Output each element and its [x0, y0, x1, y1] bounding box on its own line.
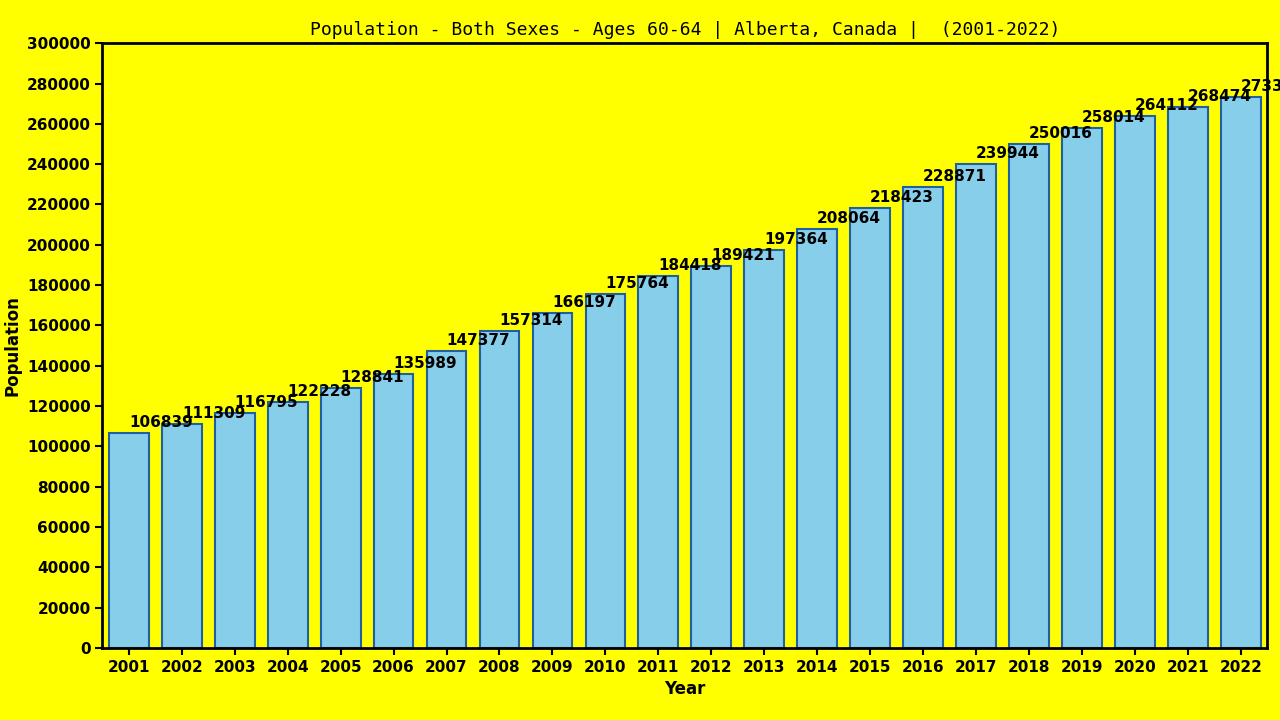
- Bar: [850, 207, 890, 648]
- Text: 239944: 239944: [977, 146, 1039, 161]
- Bar: [1167, 107, 1207, 648]
- Text: 208064: 208064: [817, 210, 881, 225]
- Bar: [163, 423, 202, 648]
- Text: 157314: 157314: [499, 312, 563, 328]
- Text: 184418: 184418: [658, 258, 722, 273]
- Text: 106839: 106839: [129, 415, 192, 430]
- Text: 264112: 264112: [1135, 97, 1198, 112]
- Bar: [1009, 144, 1048, 648]
- Bar: [1221, 97, 1261, 648]
- Text: 197364: 197364: [764, 232, 828, 247]
- Bar: [109, 433, 148, 648]
- Text: 175764: 175764: [605, 276, 669, 291]
- Bar: [321, 388, 361, 648]
- Title: Population - Both Sexes - Ages 60-64 | Alberta, Canada |  (2001-2022): Population - Both Sexes - Ages 60-64 | A…: [310, 21, 1060, 39]
- Y-axis label: Population: Population: [3, 295, 20, 396]
- Text: 250016: 250016: [1029, 126, 1093, 141]
- Bar: [691, 266, 731, 648]
- Bar: [904, 186, 943, 648]
- Bar: [1115, 115, 1155, 648]
- Text: 228871: 228871: [923, 168, 987, 184]
- Bar: [745, 250, 785, 648]
- Bar: [639, 276, 678, 648]
- Text: 147377: 147377: [447, 333, 511, 348]
- Text: 128841: 128841: [340, 370, 404, 385]
- Text: 258014: 258014: [1082, 110, 1146, 125]
- Bar: [215, 413, 255, 648]
- Bar: [956, 164, 996, 648]
- Bar: [426, 351, 466, 648]
- Bar: [480, 331, 520, 648]
- Bar: [585, 294, 625, 648]
- Text: 273346: 273346: [1240, 79, 1280, 94]
- Text: 116795: 116795: [234, 395, 298, 410]
- Text: 268474: 268474: [1188, 89, 1252, 104]
- Text: 189421: 189421: [712, 248, 774, 263]
- Bar: [797, 228, 837, 648]
- Bar: [268, 402, 307, 648]
- Bar: [532, 313, 572, 648]
- Text: 122228: 122228: [288, 384, 352, 399]
- Text: 218423: 218423: [870, 189, 934, 204]
- Text: 111309: 111309: [182, 405, 246, 420]
- Bar: [1062, 128, 1102, 648]
- Text: 135989: 135989: [394, 356, 457, 371]
- X-axis label: Year: Year: [664, 680, 705, 698]
- Bar: [374, 374, 413, 648]
- Text: 166197: 166197: [553, 295, 616, 310]
